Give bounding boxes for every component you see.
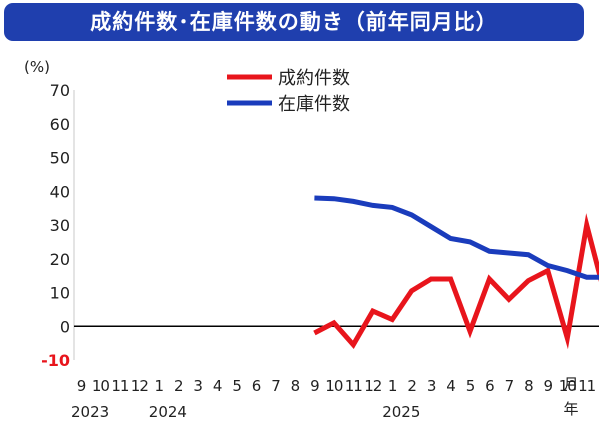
series-line-contracts	[313, 213, 599, 350]
y-tick-label: 10	[50, 284, 70, 303]
x-month-label: 3	[193, 377, 202, 395]
x-month-label: 7	[505, 377, 514, 395]
x-month-label: 7	[271, 377, 280, 395]
y-tick-label: 20	[50, 250, 70, 269]
x-month-label: 11	[578, 377, 596, 395]
chart-title: 成約件数･在庫件数の動き（前年同月比）	[90, 10, 498, 34]
x-month-label: 10	[559, 377, 577, 395]
x-month-label: 1	[155, 377, 164, 395]
x-year-unit: 年	[563, 400, 578, 418]
x-month-label: 9	[77, 377, 86, 395]
x-month-label: 12	[131, 377, 149, 395]
x-month-label: 4	[213, 377, 222, 395]
y-tick-label: -10	[41, 351, 70, 370]
x-month-label: 9	[310, 377, 319, 395]
x-month-label: 1	[388, 377, 397, 395]
x-month-label: 12	[364, 377, 382, 395]
x-month-label: 10	[325, 377, 343, 395]
x-month-label: 11	[111, 377, 129, 395]
x-month-unit: 月	[563, 375, 578, 393]
x-year-label: 2025	[382, 403, 420, 421]
y-tick-label: 50	[50, 149, 70, 168]
x-month-label: 5	[232, 377, 241, 395]
y-tick-label: 30	[50, 216, 70, 235]
title-bar: 成約件数･在庫件数の動き（前年同月比）	[4, 3, 584, 41]
x-month-label: 6	[485, 377, 494, 395]
y-tick-label: 70	[50, 81, 70, 100]
x-month-label: 3	[427, 377, 436, 395]
y-axis-unit: (%)	[24, 58, 50, 76]
x-month-label: 12	[598, 377, 599, 395]
x-month-label: 11	[345, 377, 363, 395]
x-month-label: 8	[291, 377, 300, 395]
x-month-label: 4	[446, 377, 455, 395]
legend-label: 成約件数	[278, 68, 350, 89]
x-month-label: 2	[174, 377, 183, 395]
x-year-label: 2023	[71, 403, 109, 421]
x-month-label: 5	[466, 377, 475, 395]
x-month-label: 2	[407, 377, 416, 395]
x-month-label: 8	[524, 377, 533, 395]
x-month-label: 9	[544, 377, 553, 395]
x-month-label: 10	[92, 377, 110, 395]
y-tick-label: 0	[60, 317, 70, 336]
x-month-label: 6	[252, 377, 261, 395]
series-line-inventory	[314, 195, 599, 280]
y-tick-label: 40	[50, 182, 70, 201]
y-tick-label: 60	[50, 115, 70, 134]
legend-label: 在庫件数	[278, 94, 350, 115]
x-year-label: 2024	[149, 403, 187, 421]
